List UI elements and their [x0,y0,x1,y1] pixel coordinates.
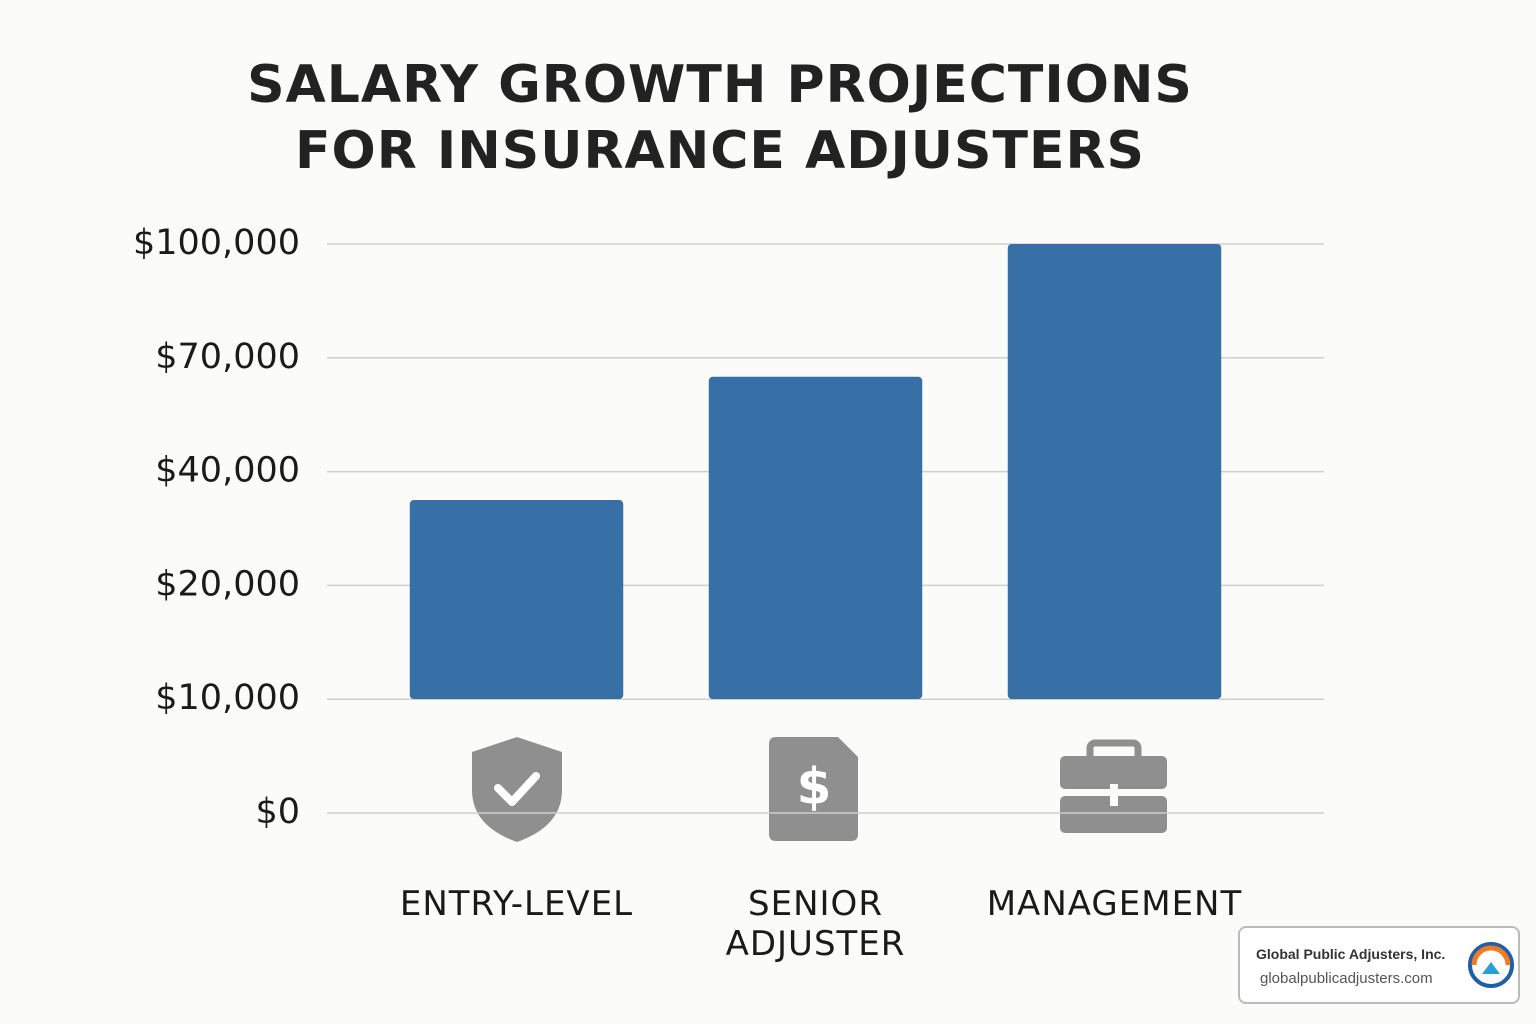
shield-icon [472,737,562,842]
chart-title: SALARY GROWTH PROJECTIONS FOR INSURANCE … [247,55,1193,181]
bar [409,500,624,699]
watermark-url: globalpublicadjusters.com [1260,970,1433,987]
bar [1007,244,1222,699]
dollar-icon: $ [797,758,832,816]
y-tick-label: $20,000 [155,564,300,604]
x-tick-label: SENIOR ADJUSTER [725,884,906,964]
category-icons: $ [472,737,1167,842]
x-tick-label: ENTRY-LEVEL [399,884,634,924]
y-tick-label: $70,000 [155,337,300,377]
bar [708,376,923,699]
y-tick-label: $10,000 [155,678,300,718]
y-tick-label: $0 [255,792,300,832]
briefcase-bottom [1060,796,1167,833]
logo-arc [1471,945,1511,966]
briefcase-top [1060,756,1167,789]
watermark-name: Global Public Adjusters, Inc. [1256,946,1446,962]
watermark: Global Public Adjusters, Inc. globalpubl… [1238,926,1520,1004]
briefcase-clasp [1110,784,1118,806]
check-icon [494,772,540,806]
logo-ring [1468,942,1514,988]
document-icon [769,737,858,841]
x-tick-label: MANAGEMENT [986,884,1243,924]
logo-house [1482,962,1500,974]
y-tick-label: $100,000 [133,223,300,263]
y-tick-label: $40,000 [155,451,300,491]
logo [1468,942,1514,988]
